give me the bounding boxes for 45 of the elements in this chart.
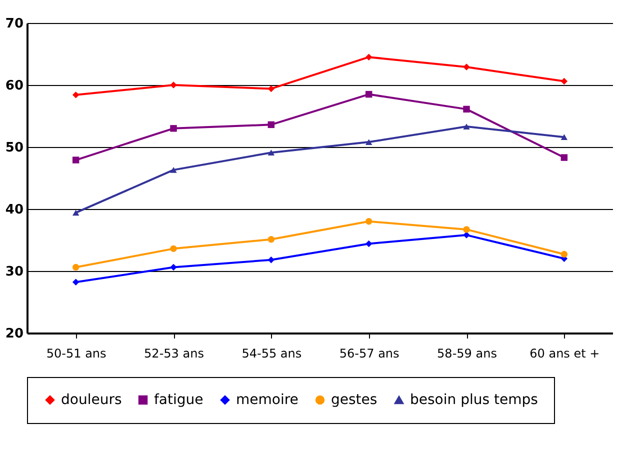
point xyxy=(365,240,372,248)
point xyxy=(170,125,177,132)
point xyxy=(72,278,80,286)
x-tick-label: 58-59 ans xyxy=(437,346,497,360)
legend-label: memoire xyxy=(236,392,298,408)
point xyxy=(365,54,372,60)
point xyxy=(170,82,177,88)
y-tick-label: 60 xyxy=(5,78,24,94)
point xyxy=(170,264,177,271)
x-tick-label: 54-55 ans xyxy=(242,346,302,360)
y-tick-label: 40 xyxy=(5,202,24,218)
point xyxy=(72,210,80,216)
point xyxy=(560,78,568,85)
point xyxy=(365,90,372,98)
point xyxy=(170,167,177,173)
point xyxy=(463,226,470,233)
y-tick-label: 70 xyxy=(5,16,24,32)
y-tick-label: 30 xyxy=(5,264,24,280)
point xyxy=(365,139,372,145)
point xyxy=(463,64,470,70)
point xyxy=(463,124,470,130)
point xyxy=(268,85,275,92)
legend-label: douleurs xyxy=(61,392,122,408)
point xyxy=(463,106,470,113)
point xyxy=(268,236,275,243)
x-tick-label: 50-51 ans xyxy=(46,346,106,360)
y-tick-label: 50 xyxy=(5,140,24,156)
x-tick-label: 60 ans et + xyxy=(530,346,600,360)
legend-label: gestes xyxy=(331,392,378,408)
legend-label: fatigue xyxy=(154,392,204,408)
point xyxy=(268,150,275,156)
point xyxy=(72,156,80,164)
point xyxy=(72,264,80,271)
point xyxy=(560,134,568,140)
point xyxy=(268,121,275,128)
point xyxy=(560,250,568,258)
x-tick-label: 56-57 ans xyxy=(339,346,400,360)
x-tick-label: 52-53 ans xyxy=(144,346,204,360)
point xyxy=(72,92,80,98)
point xyxy=(170,245,177,252)
y-tick-label: 20 xyxy=(5,326,24,342)
point xyxy=(560,154,568,161)
point xyxy=(268,256,275,264)
legend-label: besoin plus temps xyxy=(410,392,538,408)
point xyxy=(365,218,372,225)
